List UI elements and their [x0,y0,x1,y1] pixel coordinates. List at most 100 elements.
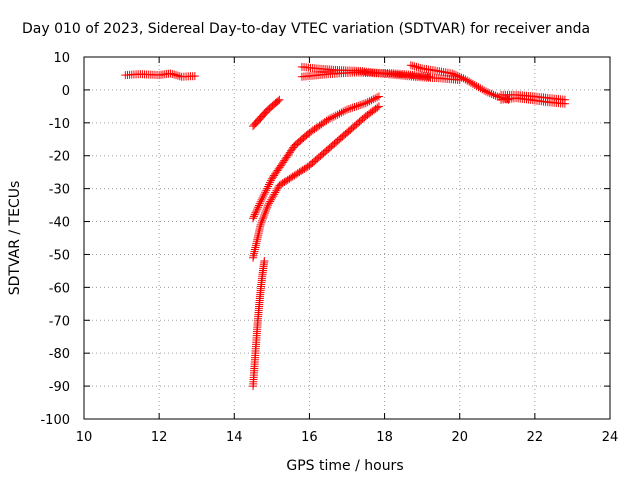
data-point [254,201,263,210]
data-point [358,100,367,109]
y-tick-label: -60 [49,281,70,296]
data-point [410,62,419,71]
x-tick-label: 12 [151,430,168,445]
data-point [258,214,267,223]
data-point [254,203,263,212]
y-axis-label: SDTVAR / TECUs [7,181,23,296]
data-point [261,208,270,217]
series-pass-a [121,69,199,81]
data-point [450,70,459,79]
data-point [253,205,262,214]
data-point [354,101,363,110]
data-point [172,71,181,80]
data-point [414,63,423,72]
data-point [373,103,382,112]
data-point [493,92,502,101]
data-point [359,99,368,108]
y-tick-label: -30 [49,183,70,198]
data-point [270,190,279,199]
data-point [263,184,272,193]
data-point [249,214,258,223]
series-pass-e [249,257,269,391]
data-point [406,61,415,70]
data-point [412,62,421,71]
data-point [262,205,271,214]
y-tick-label: -40 [49,216,70,231]
data-point [339,107,348,116]
x-tick-label: 10 [76,430,93,445]
data-point [416,63,425,72]
data-point [259,212,268,221]
data-point [267,195,276,204]
series-pass-h [406,61,513,104]
plot-frame [83,56,611,420]
data-point [367,96,376,105]
data-point [344,104,353,113]
y-tick-label: 0 [62,84,70,99]
data-point [341,106,350,115]
data-point [266,176,275,185]
data-point [326,114,335,123]
data-point [487,90,496,99]
data-point [348,103,357,112]
data-point [269,192,278,201]
data-point [331,111,340,120]
data-point [173,71,182,80]
y-tick-label: -100 [40,413,70,428]
data-point [258,216,267,225]
data-point [258,193,267,202]
data-point [356,101,365,110]
y-tick-label: -10 [49,117,70,132]
data-point [363,98,372,107]
data-point [256,220,265,229]
data-point [190,72,199,81]
data-point [266,197,275,206]
series-pass-d [249,102,383,262]
data-point [255,199,264,208]
data-point [491,91,500,100]
data-point [166,69,175,78]
data-point [250,210,259,219]
data-point [273,184,282,193]
data-point [337,108,346,117]
y-tick-label: -80 [49,347,70,362]
data-point [365,97,374,106]
data-point [272,186,281,195]
x-tick-label: 20 [451,430,468,445]
data-point [252,206,261,215]
x-tick-label: 18 [376,430,393,445]
data-point [489,90,498,99]
data-point [333,110,342,119]
series-pass-c [249,92,383,223]
x-tick-label: 22 [527,430,544,445]
data-point [259,192,268,201]
data-point [249,212,258,221]
data-point [480,86,489,95]
data-point [261,188,270,197]
data-point [483,88,492,97]
x-axis-label: GPS time / hours [286,458,403,474]
data-point [374,102,383,111]
grid-lines [84,57,610,419]
data-point [324,115,333,124]
data-point [361,99,370,108]
data-point [335,109,344,118]
data-point [170,70,179,79]
data-point [265,178,274,187]
axis-ticks: 10 12 14 16 18 20 22 24 10 0 -10 -20 -30 -40 -50 -60 -70… [40,51,618,445]
data-point [451,71,460,80]
data-point [256,197,265,206]
y-tick-label: -70 [49,314,70,329]
data-point [257,218,266,227]
data-point [274,96,283,105]
data-point [373,93,382,102]
y-tick-label: -20 [49,150,70,165]
x-tick-label: 14 [226,430,243,445]
data-point [329,112,338,121]
data-point [343,105,351,114]
data-point [260,257,269,266]
data-point [264,201,273,210]
data-point [374,92,383,101]
data-point [260,190,269,199]
